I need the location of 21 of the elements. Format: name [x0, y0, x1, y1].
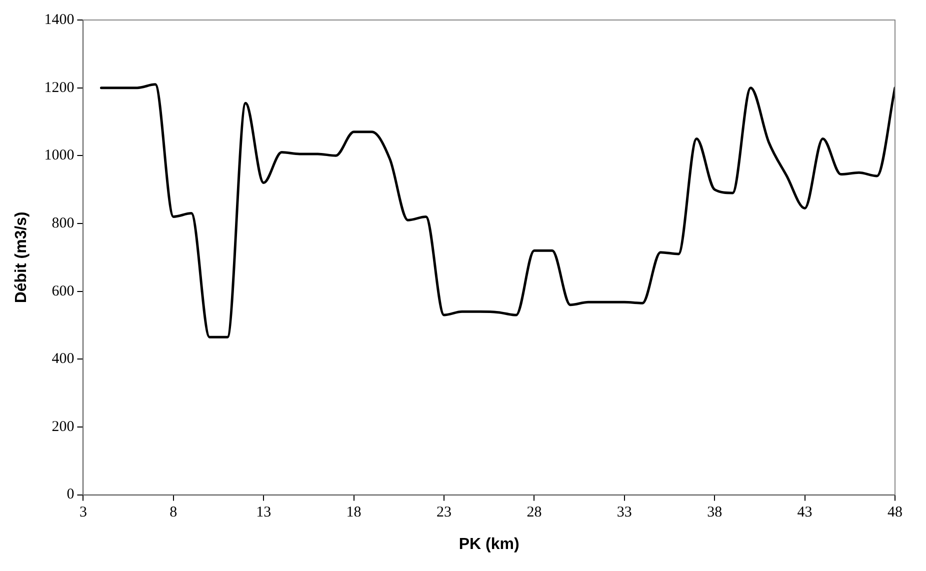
- x-tick-label: 28: [526, 504, 542, 521]
- x-tick-label: 3: [79, 504, 87, 521]
- y-tick-label: 400: [52, 351, 74, 368]
- x-tick-label: 48: [888, 504, 902, 521]
- y-tick-label: 1200: [44, 80, 74, 96]
- y-axis-title: Débit (m3/s): [13, 212, 30, 304]
- y-tick-label: 1000: [44, 148, 74, 164]
- y-tick-label: 600: [52, 283, 74, 300]
- y-tick-label: 0: [66, 486, 74, 503]
- y-tick-label: 200: [52, 418, 74, 435]
- x-tick-label: 18: [346, 504, 362, 521]
- x-tick-label: 23: [436, 504, 452, 521]
- x-axis-title: PK (km): [458, 536, 520, 553]
- x-tick-label: 13: [256, 504, 272, 521]
- y-tick-label: 1400: [44, 12, 74, 28]
- x-tick-label: 8: [170, 504, 178, 521]
- x-tick-label: 33: [616, 504, 632, 521]
- y-tick-label: 800: [52, 215, 74, 232]
- x-tick-label: 43: [797, 504, 812, 521]
- line-series: [100, 83, 895, 338]
- x-tick-label: 38: [707, 504, 722, 521]
